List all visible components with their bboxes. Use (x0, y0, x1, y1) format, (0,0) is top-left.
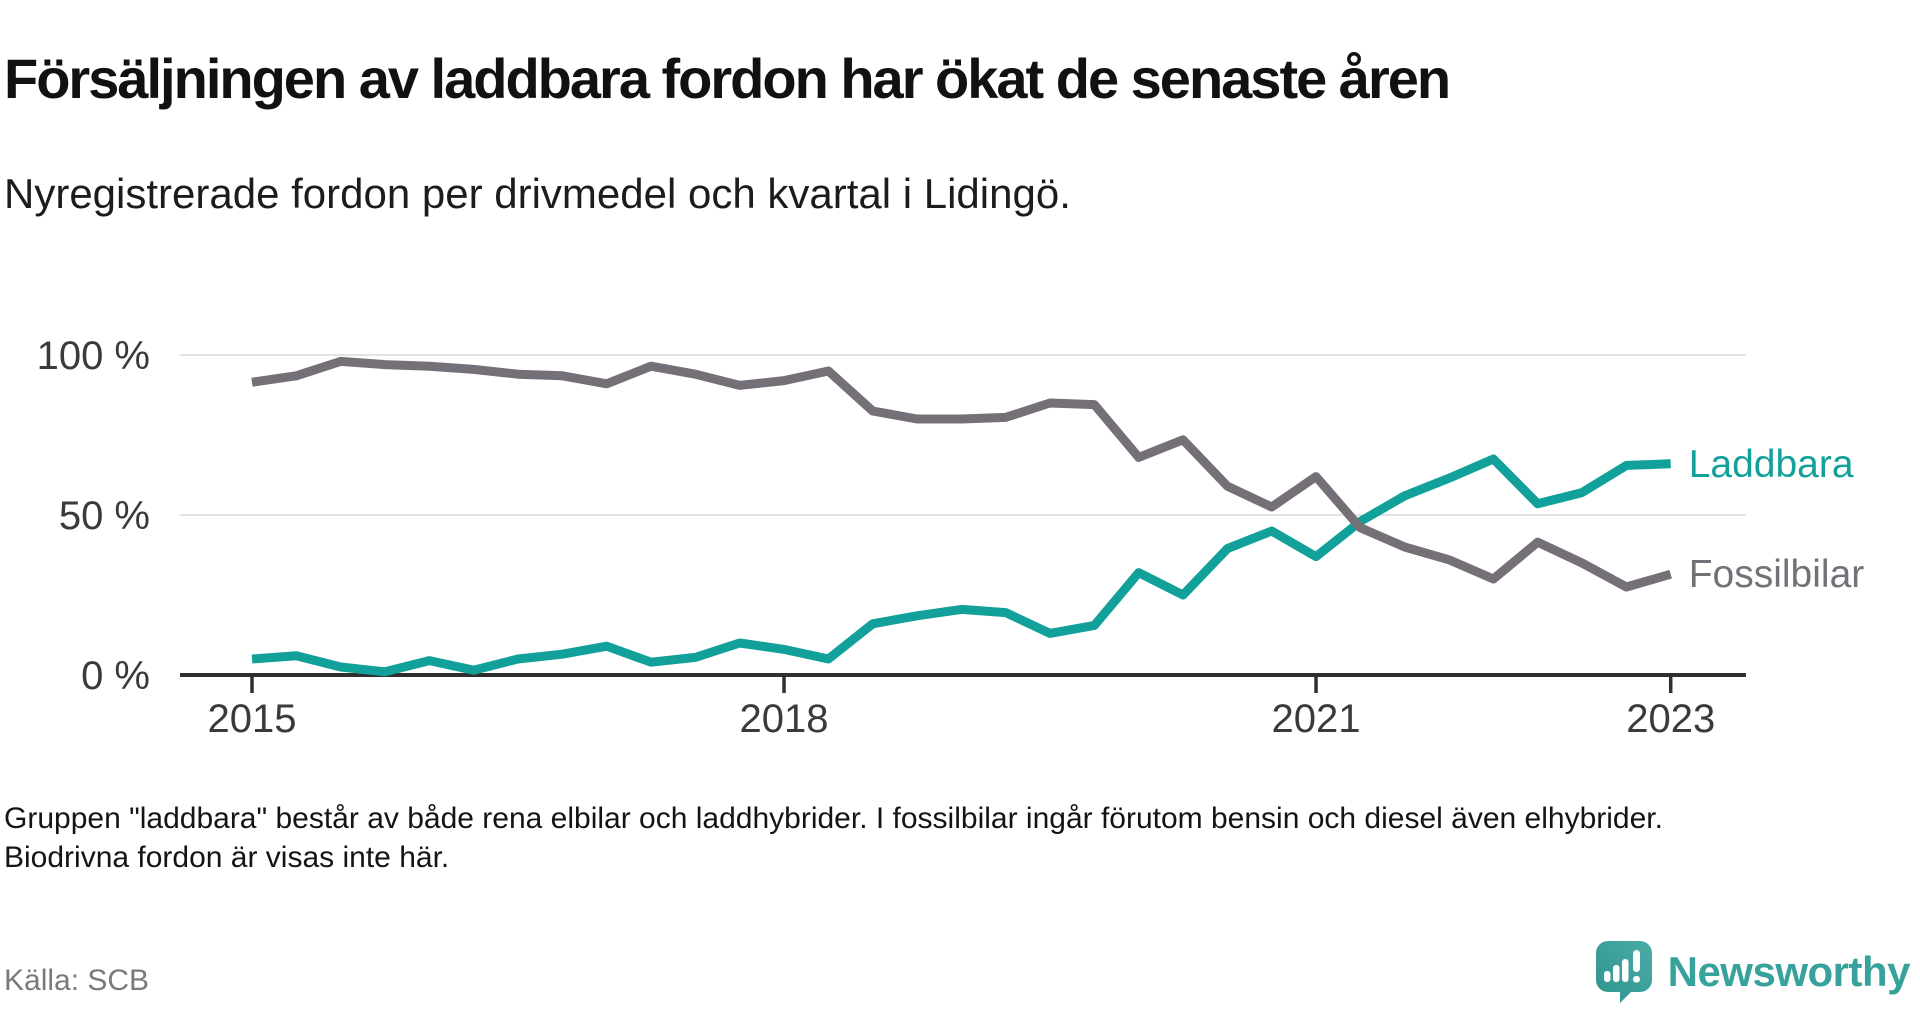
chart-footnote: Gruppen "laddbara" består av både rena e… (4, 802, 1663, 874)
chart-title: Försäljningen av laddbara fordon har öka… (4, 46, 1451, 110)
newsworthy-logo: Newsworthy (1595, 940, 1911, 1004)
series-line-fossilbilar (251, 356, 1672, 592)
y-axis-label: 0 % (81, 654, 150, 698)
y-axis-label: 50 % (59, 494, 150, 538)
x-axis-label: 2018 (740, 697, 829, 741)
line-chart: 0 % 50 % 100 % 2015 2018 2021 2023 Laddbara Foss… (37, 334, 1865, 741)
x-axis-label: 2015 (208, 697, 297, 741)
newsworthy-icon (1595, 941, 1652, 1003)
series-label-laddbara: Laddbara (1689, 443, 1854, 486)
x-axis-label: 2021 (1272, 697, 1361, 741)
y-axis-label: 100 % (37, 334, 150, 378)
series-line-laddbara (251, 454, 1671, 677)
chart-subtitle: Nyregistrerade fordon per drivmedel och … (4, 170, 1071, 217)
newsworthy-wordmark: Newsworthy (1667, 948, 1911, 995)
x-axis-label: 2023 (1626, 697, 1715, 741)
source-caption: Källa: SCB (4, 964, 150, 997)
series-label-fossilbilar: Fossilbilar (1689, 553, 1865, 596)
